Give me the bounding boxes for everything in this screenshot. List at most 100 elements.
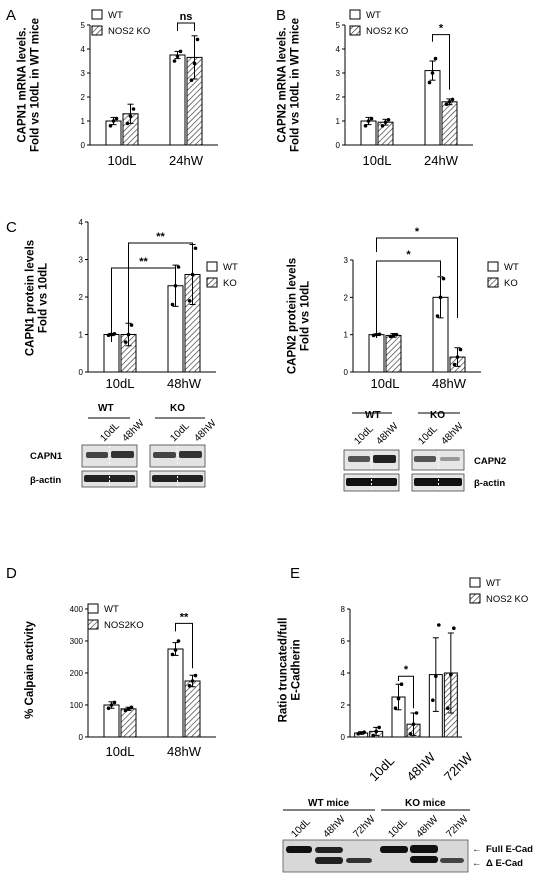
legend-label: WT [104, 604, 119, 615]
x-tick-label: 48hW [404, 749, 439, 784]
blot-c1-row-capn1: CAPN1 [30, 451, 63, 462]
data-point [430, 71, 435, 75]
legend-swatch [87, 619, 99, 630]
x-tick-label: 10dL [106, 376, 135, 391]
data-point [170, 652, 175, 657]
y-tick-label: 0 [341, 733, 346, 742]
blot-c2-lane-1: 10dL [352, 423, 376, 447]
blot-e: WT mice KO mice 10dL 48hW 72hW 10dL 48hW… [282, 798, 533, 873]
data-point [447, 100, 452, 104]
legend-label: NOS2KO [104, 620, 144, 631]
data-point [106, 333, 111, 338]
blot-e-lane-3: 72hW [351, 813, 378, 840]
y-axis-label: % Calpain activity [24, 621, 36, 719]
data-point [427, 80, 432, 85]
data-point [175, 54, 180, 58]
data-point [444, 102, 449, 106]
y-tick-label: 200 [70, 669, 84, 678]
x-tick-label: 48hW [167, 744, 202, 759]
legend-swatch [206, 261, 218, 272]
y-tick-label: 3 [81, 69, 86, 78]
data-point [437, 623, 441, 627]
blot-c2-row-capn2: CAPN2 [474, 456, 506, 467]
y-tick-label: 0 [344, 368, 349, 377]
data-point [170, 302, 175, 307]
blot-e-lane-4: 10dL [386, 816, 410, 840]
data-point [359, 731, 363, 735]
data-point [123, 708, 128, 713]
data-point [108, 124, 113, 128]
significance-bracket [376, 260, 441, 338]
y-tick-label: 4 [336, 45, 341, 54]
significance-label: * [415, 226, 420, 238]
blot-e-lane-1: 10dL [289, 816, 313, 840]
significance-label: * [404, 664, 409, 676]
data-point [435, 314, 440, 318]
legend-label: KO [223, 278, 237, 289]
blot-e-group-ko: KO mice [405, 798, 446, 809]
legend-swatch [469, 593, 481, 604]
data-point [173, 648, 178, 652]
data-point [386, 118, 391, 122]
significance-label: * [406, 249, 411, 261]
chart-c: 0 1 2 3 4 CAPN1 protein levels Fold vs 10dL 10d… [25, 218, 238, 391]
data-point [431, 698, 435, 702]
blot-e-lane-2: 48hW [321, 813, 348, 840]
significance-bracket [175, 622, 193, 669]
blot-c2-lane-4: 48hW [439, 420, 466, 447]
significance-label: * [439, 23, 444, 35]
y-tick-label: 4 [79, 218, 84, 227]
significance-bracket [376, 237, 458, 318]
blot-c1-lane-4: 48hW [192, 417, 219, 444]
blot-e-arrow-delta: ← [472, 858, 482, 869]
data-point [190, 272, 195, 277]
data-point [112, 700, 117, 705]
y-tick-label: 0 [79, 733, 84, 742]
data-point [176, 265, 181, 269]
blot-e-label-full: Full E-Cad [486, 844, 533, 855]
y-tick-label: 1 [336, 117, 341, 126]
y-axis-label: CAPN2 mRNA levels. [277, 27, 289, 142]
significance-bracket [177, 22, 195, 31]
legend-swatch [469, 577, 481, 588]
significance-bracket [432, 34, 450, 90]
significance-label: ** [139, 256, 148, 268]
y-tick-label: 3 [79, 256, 84, 265]
legend-label: NOS2 KO [486, 594, 528, 605]
data-point [450, 97, 455, 102]
bar [184, 680, 201, 738]
data-point [187, 298, 192, 303]
blot-c1-group-wt: WT [98, 403, 114, 414]
panel-letter-a: A [6, 7, 16, 24]
y-tick-label: 5 [336, 21, 341, 30]
y-tick-label: 1 [79, 331, 84, 340]
data-point [449, 672, 453, 677]
data-point [193, 673, 198, 678]
data-point [172, 59, 177, 63]
y-tick-label: 2 [344, 293, 349, 302]
blot-e-lane-6: 72hW [444, 813, 471, 840]
x-tick-label: 24hW [169, 153, 204, 168]
legend-label: WT [504, 262, 519, 273]
chart-d: 0 100 200 300 400 % Calpain activity 10dL 48hW W… [24, 603, 216, 759]
bar [103, 704, 120, 738]
legend-label: NOS2 KO [108, 26, 150, 37]
data-point [106, 706, 111, 710]
panel-letter-b: B [276, 7, 286, 24]
data-point [128, 114, 133, 118]
blot-c2-row-actin: β-actin [474, 478, 505, 489]
data-point [408, 732, 413, 736]
data-point [356, 732, 360, 736]
data-point [396, 696, 401, 701]
blot-e-group-wt: WT mice [308, 798, 350, 809]
legend-label: NOS2 KO [366, 26, 408, 37]
data-point [195, 37, 200, 42]
y-axis-label: E-Cadherin [291, 639, 303, 700]
data-point [193, 246, 198, 251]
chart-b: 0 1 2 3 4 5 CAPN2 mRNA levels. Fold vs 10dL in … [277, 9, 473, 168]
data-point [380, 124, 385, 128]
blot-c1-group-ko: KO [170, 403, 185, 414]
data-point [377, 332, 382, 337]
y-tick-label: 5 [81, 21, 86, 30]
